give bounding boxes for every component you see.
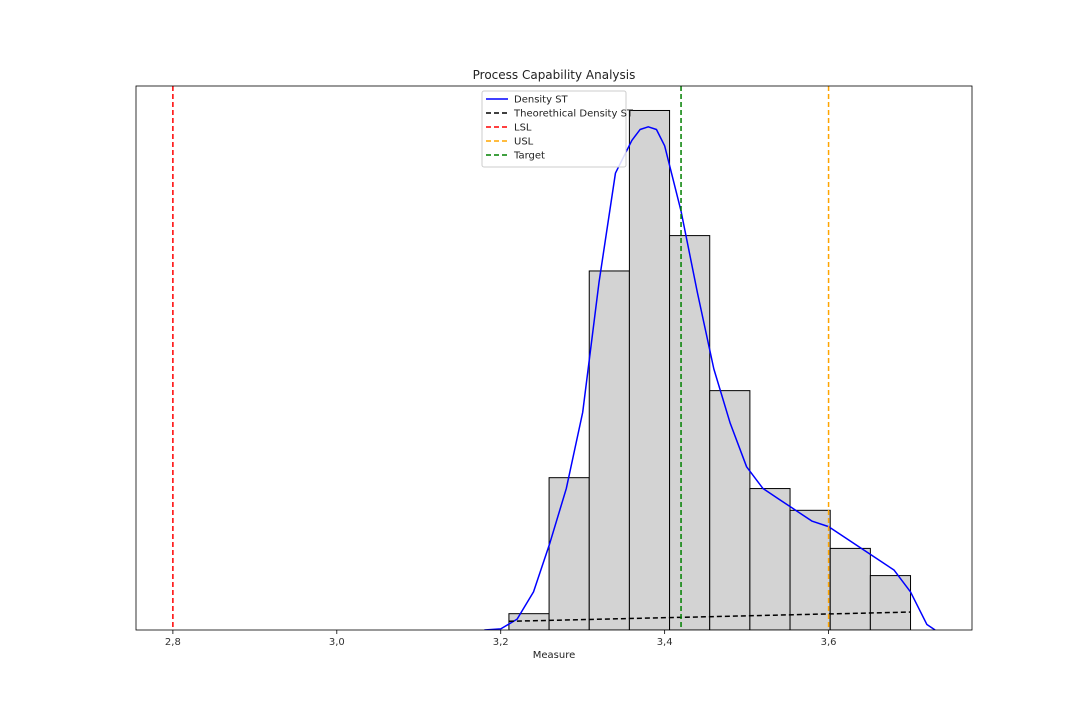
legend-label: Theorethical Density ST [513,109,634,120]
histogram-bar [628,109,671,630]
legend-label: LSL [514,123,532,134]
histogram-bar [829,547,871,630]
x-axis-label: Measure [533,650,576,661]
histogram-bar [709,390,751,630]
x-tick-label: 3,0 [329,637,345,648]
histogram-bar [669,235,711,630]
legend-label: USL [514,137,534,148]
density-st-line [484,126,936,630]
histogram-bar [548,477,590,630]
histogram-bar [749,488,791,630]
x-tick-label: 2,8 [165,637,181,648]
x-tick-label: 3,2 [493,637,509,648]
legend-label: Density ST [514,95,569,106]
plot-content [172,86,936,630]
plot-frame [135,85,973,631]
histogram-bar [869,575,912,630]
histogram-bar [588,270,630,630]
legend: Density ST Theorethical Density ST LSL USL T… [481,90,634,168]
histogram-bar [508,613,550,630]
x-tick-label: 3,4 [657,637,673,648]
chart-title: Process Capability Analysis [473,68,636,82]
plot-area: 2,8 3,0 3,2 3,4 3,6 Density ST Theorethical De… [135,85,973,648]
theoretical-density-st-line [508,611,911,623]
legend-box [481,90,627,168]
x-tick-label: 3,6 [821,637,837,648]
legend-label: Target [513,151,545,162]
histogram-bar [789,509,831,630]
